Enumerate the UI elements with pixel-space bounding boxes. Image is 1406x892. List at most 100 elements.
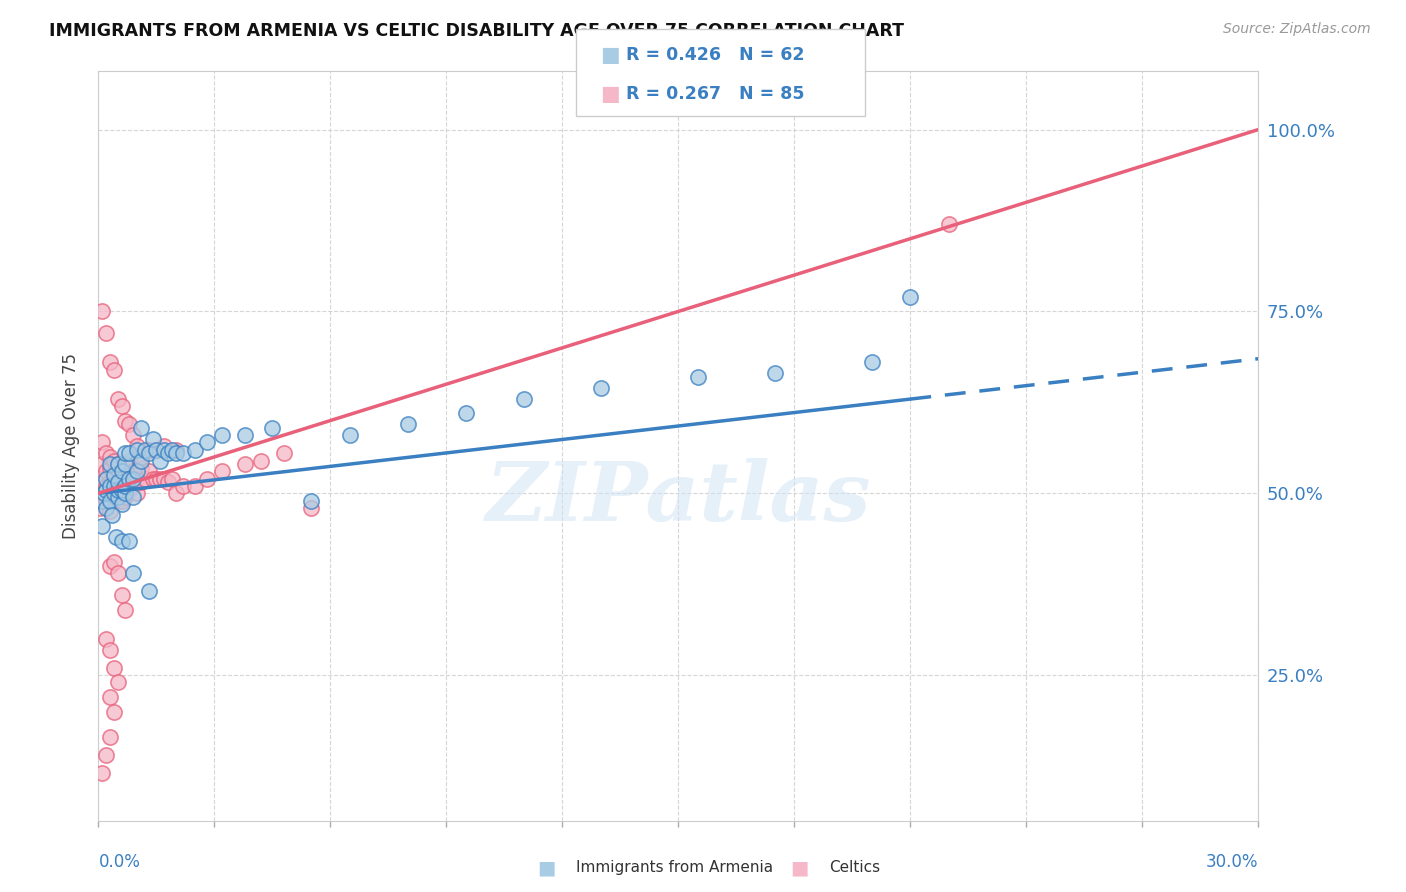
Text: IMMIGRANTS FROM ARMENIA VS CELTIC DISABILITY AGE OVER 75 CORRELATION CHART: IMMIGRANTS FROM ARMENIA VS CELTIC DISABI… [49, 22, 904, 40]
Point [454, 406, 477, 420]
Point [114, 468, 136, 483]
Point [104, 530, 127, 544]
Point [107, 457, 129, 471]
Point [149, 453, 172, 467]
Point [122, 428, 145, 442]
Point [141, 432, 165, 446]
Point [98, 642, 121, 657]
Point [127, 465, 149, 479]
Point [165, 442, 187, 457]
Point [98, 460, 121, 475]
Point [107, 490, 129, 504]
Point [195, 435, 218, 450]
Text: R = 0.267   N = 85: R = 0.267 N = 85 [626, 86, 804, 103]
Point [96, 479, 118, 493]
Point [103, 453, 125, 467]
Point [111, 483, 132, 497]
Point [96, 446, 118, 460]
Point [103, 479, 125, 493]
Point [93, 486, 115, 500]
Text: Celtics: Celtics [830, 861, 880, 875]
Point [98, 493, 121, 508]
Point [165, 486, 187, 500]
Text: Source: ZipAtlas.com: Source: ZipAtlas.com [1223, 22, 1371, 37]
Point [763, 366, 786, 380]
Point [98, 504, 121, 518]
Point [114, 479, 136, 493]
Point [96, 493, 118, 508]
Point [172, 479, 194, 493]
Point [141, 472, 165, 486]
Point [157, 446, 180, 460]
Point [103, 468, 125, 483]
Point [299, 493, 322, 508]
Point [111, 465, 132, 479]
Point [107, 468, 129, 483]
Point [122, 479, 145, 493]
Point [129, 450, 152, 464]
Text: 0.0%: 0.0% [98, 854, 141, 871]
Point [153, 439, 176, 453]
Point [129, 475, 152, 490]
Point [107, 479, 129, 493]
Point [235, 428, 257, 442]
Point [96, 483, 118, 497]
Point [107, 457, 129, 471]
Point [211, 465, 233, 479]
Point [145, 472, 167, 486]
Point [160, 442, 183, 457]
Point [591, 381, 613, 395]
Point [111, 465, 132, 479]
Point [103, 661, 125, 675]
Text: ZIPatlas: ZIPatlas [485, 458, 872, 539]
Point [122, 490, 145, 504]
Point [98, 559, 121, 574]
Point [138, 446, 160, 460]
Point [91, 519, 114, 533]
Point [96, 632, 118, 646]
Point [127, 472, 149, 486]
Point [299, 500, 322, 515]
Point [122, 566, 145, 581]
Text: ■: ■ [600, 45, 620, 65]
Point [129, 453, 152, 467]
Point [96, 748, 118, 763]
Point [118, 483, 141, 497]
Point [250, 453, 273, 467]
Point [96, 326, 118, 341]
Point [114, 479, 136, 493]
Point [686, 370, 709, 384]
Point [96, 465, 118, 479]
Point [96, 500, 118, 515]
Point [160, 472, 183, 486]
Point [860, 355, 883, 369]
Point [157, 475, 180, 490]
Point [98, 690, 121, 704]
Point [107, 566, 129, 581]
Point [138, 465, 160, 479]
Point [91, 766, 114, 780]
Point [211, 428, 233, 442]
Point [127, 439, 149, 453]
Point [103, 486, 125, 500]
Point [91, 493, 114, 508]
Point [103, 705, 125, 719]
Point [153, 442, 176, 457]
Point [114, 602, 136, 616]
Point [103, 493, 125, 508]
Point [111, 588, 132, 602]
Point [91, 486, 114, 500]
Point [127, 442, 149, 457]
Point [235, 457, 257, 471]
Point [107, 392, 129, 406]
Point [118, 453, 141, 467]
Point [107, 675, 129, 690]
Point [138, 442, 160, 457]
Point [129, 421, 152, 435]
Point [91, 475, 114, 490]
Point [114, 413, 136, 427]
Point [111, 493, 132, 508]
Point [91, 457, 114, 471]
Point [172, 446, 194, 460]
Point [107, 483, 129, 497]
